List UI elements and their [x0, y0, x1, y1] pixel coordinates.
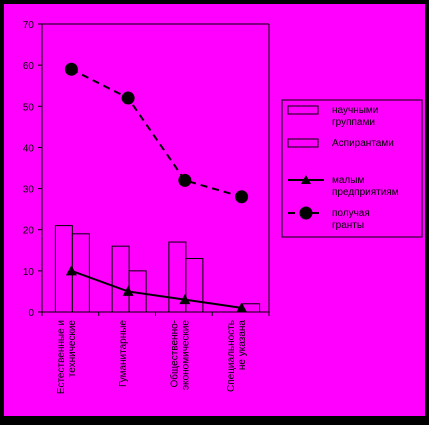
- x-category-label: Общественно-экономические: [168, 320, 191, 390]
- x-category-label-line: Специальность: [226, 320, 237, 392]
- triangle-marker: [236, 302, 248, 313]
- x-category-label-line: Естественные и: [56, 320, 67, 394]
- y-tick-label: 20: [23, 226, 35, 237]
- legend-circle-marker: [299, 206, 313, 220]
- triangle-marker: [179, 294, 191, 305]
- circle-marker: [178, 173, 192, 187]
- legend-label: гранты: [332, 220, 364, 231]
- x-category-label: Специальность не указана: [226, 320, 248, 392]
- legend-label: получая: [332, 208, 370, 219]
- legend-item: Аспирантами: [287, 138, 394, 149]
- x-category-label-line: экономические: [180, 320, 191, 390]
- x-category-label-line: не указана: [237, 320, 248, 371]
- y-tick-label: 40: [23, 143, 35, 154]
- x-category-label-line: Общественно-: [168, 320, 180, 387]
- x-category-label: Естественные и технические: [56, 320, 78, 395]
- x-category-label-line: технические: [67, 320, 78, 378]
- triangle-marker: [122, 285, 134, 296]
- legend-label: малым: [332, 175, 364, 186]
- y-tick-label: 30: [23, 185, 35, 196]
- x-category-label-line: Гуманитарные: [118, 320, 129, 387]
- legend-swatch-bar: [287, 138, 319, 148]
- legend-label: научными: [332, 105, 378, 116]
- circle-marker: [64, 62, 78, 76]
- x-category-label: Гуманитарные: [118, 320, 129, 387]
- y-tick-label: 50: [23, 102, 35, 113]
- legend-label: предприятиям: [332, 187, 399, 198]
- legend-label: группами: [332, 117, 375, 128]
- y-tick-label: 0: [28, 308, 34, 319]
- circle-marker: [235, 190, 249, 204]
- y-tick-label: 60: [23, 61, 35, 72]
- bar: [111, 245, 130, 313]
- legend-triangle-marker: [301, 175, 311, 184]
- series-line: [70, 68, 242, 198]
- y-tick-label: 10: [23, 267, 35, 278]
- legend-swatch-bar: [287, 105, 319, 115]
- legend-label: Аспирантами: [332, 138, 394, 149]
- y-tick-label: 70: [23, 20, 35, 31]
- bar: [185, 258, 204, 313]
- triangle-marker: [65, 265, 77, 276]
- circle-marker: [121, 91, 135, 105]
- series-line: [71, 269, 242, 309]
